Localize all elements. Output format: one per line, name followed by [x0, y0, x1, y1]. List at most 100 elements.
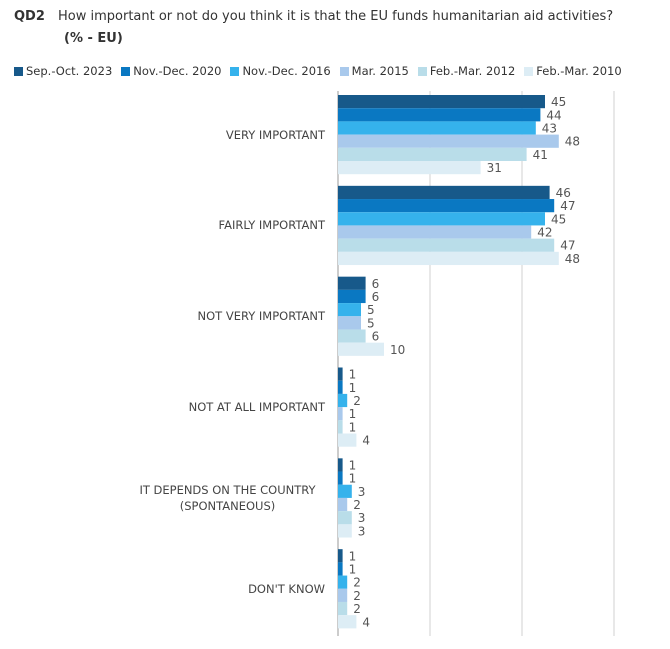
category-label: FAIRLY IMPORTANT: [125, 217, 325, 233]
value-label: 3: [358, 485, 366, 499]
bar: [338, 433, 357, 447]
bar: [338, 316, 361, 330]
value-label: 43: [542, 122, 557, 136]
legend-label: Sep.-Oct. 2023: [26, 64, 113, 78]
bar: [338, 393, 348, 408]
category-label: IT DEPENDS ON THE COUNTRY (SPONTANEOUS): [125, 482, 325, 514]
value-label: 1: [349, 368, 357, 382]
bar: [338, 575, 348, 589]
legend-item: Nov.-Dec. 2020: [121, 64, 221, 78]
bar: [338, 511, 352, 525]
value-label: 47: [560, 239, 575, 253]
value-label: 45: [551, 95, 566, 109]
bar: [338, 199, 555, 213]
bar: [338, 161, 481, 175]
legend-item: Feb.-Mar. 2010: [524, 64, 622, 78]
legend-swatch: [339, 66, 349, 76]
legend-swatch: [524, 66, 534, 76]
legend-item: Mar. 2015: [339, 64, 409, 78]
bar: [338, 212, 545, 226]
legend-swatch: [230, 66, 240, 76]
bar: [338, 497, 348, 512]
value-label: 1: [349, 472, 357, 486]
legend: Sep.-Oct. 2023 Nov.-Dec. 2020 Nov.-Dec. 20…: [14, 64, 622, 78]
bar: [338, 484, 352, 498]
value-label: 6: [372, 277, 380, 291]
legend-item: Feb.-Mar. 2012: [417, 64, 516, 78]
value-label: 2: [353, 394, 361, 408]
value-label: 1: [349, 381, 357, 395]
value-label: 31: [487, 161, 502, 175]
bar: [338, 303, 361, 317]
bar: [338, 380, 343, 394]
category-label: NOT VERY IMPORTANT: [125, 308, 325, 324]
legend-label: Feb.-Mar. 2012: [429, 64, 516, 78]
chart-subtitle: (% - EU): [64, 31, 123, 46]
bar: [338, 471, 343, 485]
value-label: 1: [349, 549, 357, 563]
bar: [338, 251, 559, 266]
category-text: FAIRLY IMPORTANT: [218, 218, 325, 233]
value-label: 47: [560, 199, 575, 213]
legend-label: Feb.-Mar. 2010: [536, 64, 622, 78]
bar: [338, 549, 343, 563]
value-label: 3: [358, 524, 366, 538]
bar: [338, 615, 357, 629]
bar: [338, 238, 555, 252]
legend-label: Nov.-Dec. 2016: [242, 64, 331, 78]
value-label: 1: [349, 458, 357, 472]
bar: [338, 121, 536, 135]
bar: [338, 524, 352, 538]
value-label: 2: [353, 602, 361, 616]
legend-swatch: [121, 66, 131, 76]
category-label: VERY IMPORTANT: [125, 127, 325, 143]
bar: [338, 147, 527, 161]
category-text: IT DEPENDS ON THE COUNTRY (SPONTANEOUS): [139, 482, 316, 513]
value-label: 2: [353, 589, 361, 603]
value-label: 2: [353, 498, 361, 512]
value-label: 1: [349, 562, 357, 576]
category-text: NOT VERY IMPORTANT: [197, 309, 325, 324]
bar: [338, 95, 545, 109]
question-id: QD2: [14, 9, 45, 24]
legend-item: Sep.-Oct. 2023: [14, 64, 112, 78]
value-label: 46: [556, 186, 571, 200]
value-label: 10: [390, 343, 405, 357]
value-label: 2: [353, 576, 361, 590]
value-label: 6: [372, 290, 380, 304]
bar: [338, 289, 366, 304]
bar: [338, 601, 348, 616]
value-label: 41: [533, 148, 548, 162]
bar: [338, 458, 343, 472]
value-label: 4: [362, 615, 370, 629]
chart-title: How important or not do you think it is …: [58, 9, 614, 24]
category-text: DON'T KNOW: [248, 581, 325, 596]
bar: [338, 185, 550, 200]
bar: [338, 367, 343, 381]
value-label: 5: [367, 316, 375, 330]
legend-swatch: [417, 66, 427, 76]
value-label: 44: [546, 108, 561, 122]
bar: [338, 562, 343, 576]
value-label: 42: [537, 226, 552, 240]
legend-swatch: [14, 66, 23, 76]
bar: [338, 407, 343, 421]
value-label: 48: [565, 135, 580, 149]
bar: [338, 276, 366, 290]
bar: [338, 225, 532, 239]
value-label: 45: [551, 212, 566, 226]
bar: [338, 588, 348, 602]
legend-label: Nov.-Dec. 2020: [133, 64, 222, 78]
bar: [338, 108, 541, 122]
value-label: 48: [565, 252, 580, 266]
bar: [338, 134, 559, 148]
value-label: 1: [349, 420, 357, 434]
legend-label: Mar. 2015: [351, 64, 409, 78]
bar: [338, 420, 343, 434]
value-label: 6: [372, 330, 380, 344]
bar: [338, 342, 384, 356]
value-label: 5: [367, 303, 375, 317]
category-text: VERY IMPORTANT: [225, 127, 325, 142]
